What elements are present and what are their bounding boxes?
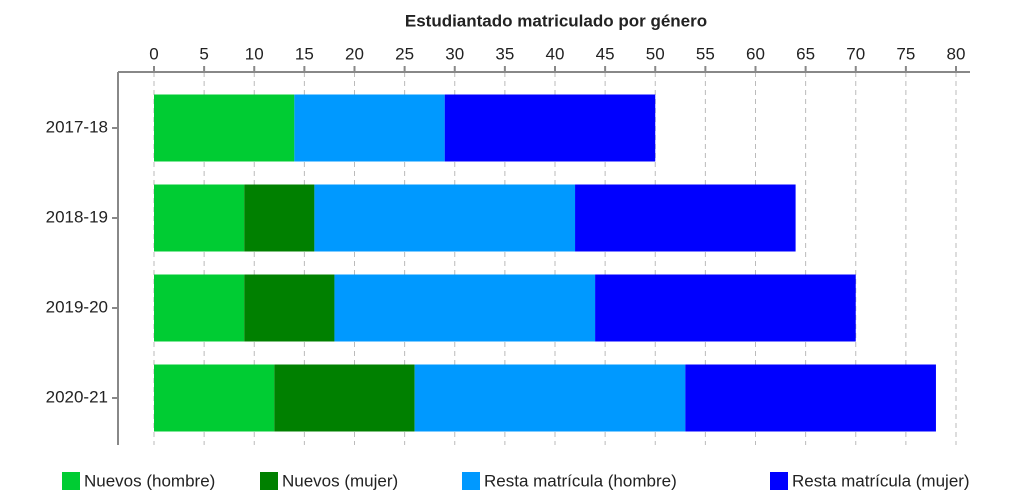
- x-tick-label: 15: [295, 44, 314, 63]
- bar-segment: [154, 274, 245, 342]
- x-tick-label: 50: [646, 44, 665, 63]
- x-tick-label: 35: [495, 44, 514, 63]
- y-tick-label: 2018-19: [46, 207, 108, 226]
- bar-segment: [244, 274, 335, 342]
- legend-label: Nuevos (hombre): [84, 471, 215, 490]
- x-tick-label: 70: [846, 44, 865, 63]
- bar-segment: [414, 364, 686, 432]
- chart-title: Estudiantado matriculado por género: [405, 11, 707, 30]
- x-tick-label: 55: [696, 44, 715, 63]
- x-tick-label: 45: [596, 44, 615, 63]
- bar-segment: [685, 364, 936, 432]
- bar-segment: [274, 364, 415, 432]
- bar-segment: [154, 364, 275, 432]
- x-tick-label: 20: [345, 44, 364, 63]
- bar-segment: [444, 94, 656, 162]
- y-tick-label: 2020-21: [46, 387, 108, 406]
- legend-label: Resta matrícula (mujer): [792, 471, 970, 490]
- x-tick-label: 10: [245, 44, 264, 63]
- x-tick-label: 80: [947, 44, 966, 63]
- legend-swatch: [770, 472, 788, 490]
- x-tick-label: 40: [546, 44, 565, 63]
- bar-segment: [334, 274, 596, 342]
- legend-swatch: [260, 472, 278, 490]
- bar-segment: [154, 184, 245, 252]
- x-tick-label: 65: [796, 44, 815, 63]
- x-tick-label: 25: [395, 44, 414, 63]
- x-tick-label: 0: [149, 44, 158, 63]
- bar-segment: [154, 94, 295, 162]
- x-tick-label: 60: [746, 44, 765, 63]
- bar-segment: [244, 184, 315, 252]
- legend-swatch: [62, 472, 80, 490]
- bar-segment: [314, 184, 576, 252]
- x-tick-label: 30: [445, 44, 464, 63]
- legend-swatch: [462, 472, 480, 490]
- legend-label: Nuevos (mujer): [282, 471, 398, 490]
- y-tick-label: 2019-20: [46, 297, 108, 316]
- legend-label: Resta matrícula (hombre): [484, 471, 677, 490]
- bar-segment: [575, 184, 796, 252]
- bar-segment: [595, 274, 856, 342]
- x-tick-label: 5: [199, 44, 208, 63]
- y-tick-label: 2017-18: [46, 117, 108, 136]
- bar-segment: [294, 94, 445, 162]
- x-tick-label: 75: [896, 44, 915, 63]
